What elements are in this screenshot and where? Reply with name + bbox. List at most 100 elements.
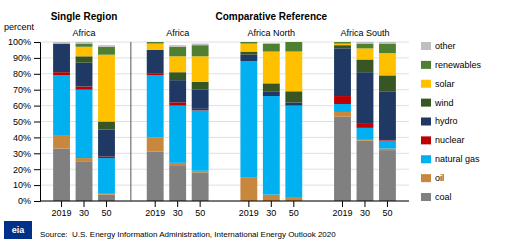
y-tick-label: 10%	[13, 180, 31, 190]
bar-segment	[147, 42, 164, 43]
y-tick-mark	[34, 185, 40, 186]
bar-segment	[76, 56, 93, 62]
group-label: Africa	[73, 28, 96, 38]
bar-segment	[76, 63, 93, 87]
bar-segment	[334, 45, 351, 48]
y-tick-mark	[34, 42, 40, 43]
series	[53, 44, 396, 157]
bar-segment	[98, 122, 115, 130]
bar-segment	[169, 72, 186, 80]
y-tick: 90%	[13, 53, 40, 63]
grid-line	[40, 73, 409, 74]
bar-segment	[98, 47, 115, 55]
y-tick: 80%	[13, 69, 40, 79]
x-tick-mark	[387, 201, 388, 207]
bar-segment	[98, 158, 115, 193]
bar-segment	[334, 117, 351, 201]
legend-item: coal	[421, 192, 452, 202]
legend-item: oil	[421, 173, 444, 183]
x-tick-label: 30	[173, 208, 183, 218]
x-tick-label: 2019	[52, 208, 72, 218]
bar-segment	[147, 152, 164, 201]
legend-swatch	[421, 155, 431, 163]
y-tick-label: 80%	[13, 69, 31, 79]
bar-segment	[285, 42, 302, 52]
legend-swatch	[421, 136, 431, 144]
bar-segment	[147, 137, 164, 151]
bar-segment	[379, 149, 396, 151]
bar-segment	[98, 156, 115, 158]
y-tick-label: 60%	[13, 101, 31, 111]
bar-segment	[263, 52, 280, 84]
y-tick-mark	[34, 169, 40, 170]
x-tick-label: 2019	[332, 208, 352, 218]
x-tick-label: 30	[79, 208, 89, 218]
bar-segment	[357, 72, 374, 123]
x-tick: 2019	[239, 201, 259, 218]
legend-item: natural gas	[421, 154, 480, 164]
bar-segment	[379, 139, 396, 141]
bar-segment	[357, 139, 374, 141]
bar-segment	[357, 44, 374, 49]
bar-segment	[263, 44, 280, 52]
bar-segment	[263, 195, 280, 201]
grid-line	[40, 89, 409, 90]
grid-line	[40, 185, 409, 186]
x-tick: 50	[195, 201, 205, 218]
bar-segment	[192, 82, 209, 90]
bar-segment	[169, 56, 186, 72]
bar-segment	[98, 129, 115, 156]
x-tick-mark	[293, 201, 294, 207]
series	[76, 45, 396, 129]
chart: 0%10%20%30%40%50%60%70%80%90%100%2019305…	[0, 0, 507, 243]
grid-line	[40, 169, 409, 170]
bar-segment	[53, 72, 70, 75]
bar-segment	[379, 44, 396, 54]
bar-segment	[240, 55, 257, 61]
x-tick-mark	[200, 201, 201, 207]
y-tick: 100%	[8, 37, 40, 47]
logo-text: eia	[12, 225, 26, 235]
bar-segment	[169, 106, 186, 163]
x-tick-mark	[106, 201, 107, 207]
x-axis: 20193050	[332, 201, 392, 218]
bar-segment	[192, 109, 209, 111]
legend: otherrenewablessolarwindhydronuclearnatu…	[421, 41, 482, 202]
section-header: Comparative Reference	[215, 11, 327, 22]
x-tick: 50	[101, 201, 111, 218]
grid-line	[40, 121, 409, 122]
bar-segment	[169, 166, 186, 201]
bar-segment	[334, 48, 351, 96]
y-tick-label: 50%	[13, 117, 31, 127]
bar-segment	[169, 102, 186, 105]
y-axis: 0%10%20%30%40%50%60%70%80%90%100%	[8, 37, 41, 206]
x-tick: 30	[266, 201, 276, 218]
legend-label: hydro	[435, 116, 458, 126]
y-tick: 10%	[13, 180, 40, 190]
x-axis: 2019 30 50	[52, 201, 112, 218]
y-tick-mark	[34, 58, 40, 59]
bar-segment	[192, 90, 209, 109]
bar-segment	[98, 55, 115, 122]
y-tick: 60%	[13, 101, 40, 111]
grid-line	[40, 42, 409, 43]
y-tick: 20%	[13, 165, 40, 175]
y-tick-mark	[34, 90, 40, 91]
legend-swatch	[421, 61, 431, 69]
legend-label: oil	[435, 173, 444, 183]
x-axis: 20193050	[145, 201, 205, 218]
x-tick-mark	[248, 201, 249, 207]
section-header: Single Region	[51, 11, 118, 22]
bar-segment	[263, 43, 280, 44]
bar-segment	[76, 161, 93, 201]
bar-segment	[285, 106, 302, 198]
series	[53, 117, 396, 201]
bar-segment	[357, 42, 374, 44]
bar-segment	[334, 44, 351, 46]
y-tick: 50%	[13, 117, 40, 127]
bar-segment	[169, 163, 186, 166]
bar-segment	[263, 83, 280, 91]
x-axis: 20193050	[239, 201, 299, 218]
bar-segment	[240, 177, 257, 201]
legend-item: renewables	[421, 60, 482, 70]
